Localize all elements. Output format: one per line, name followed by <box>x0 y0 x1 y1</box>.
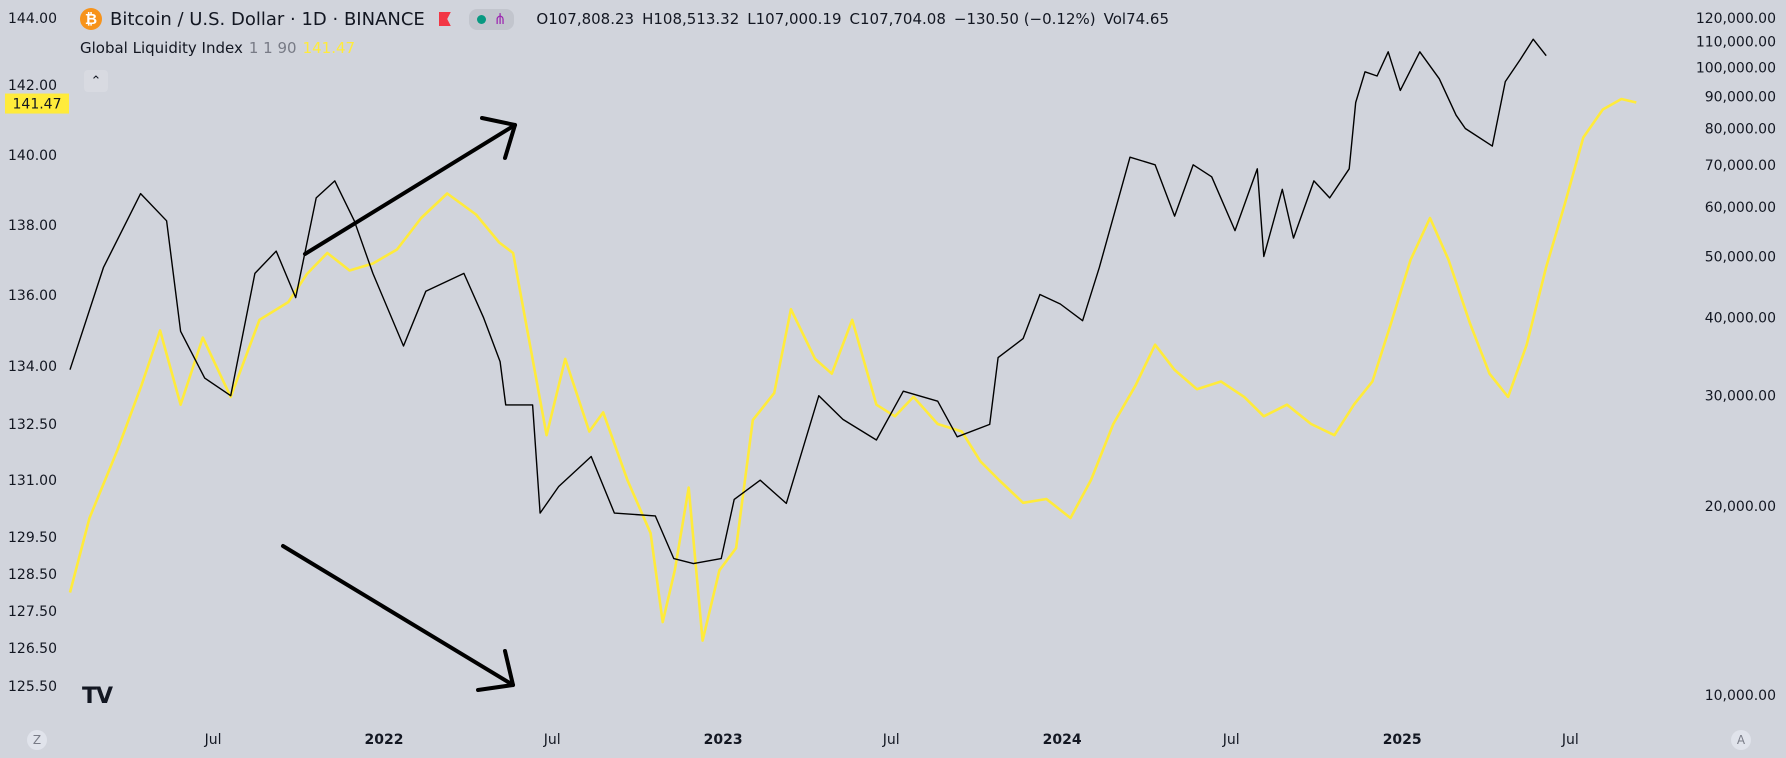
left-axis-tick-label: 142.00 <box>8 78 57 94</box>
high-value: 108,513.32 <box>653 10 740 28</box>
time-axis-tick-label: 2023 <box>704 732 743 748</box>
time-axis-tick-label: 2024 <box>1043 732 1082 748</box>
left-axis-tick-label: 129.50 <box>8 530 57 546</box>
corner-left-label: Z <box>32 733 42 747</box>
left-axis-tick-label: 125.50 <box>8 679 57 695</box>
close-value: 107,704.08 <box>859 10 946 28</box>
low-value: 107,000.19 <box>755 10 842 28</box>
flag-icon[interactable] <box>438 12 451 26</box>
indicator-value: 141.47 <box>302 39 356 57</box>
left-axis-tick-label: 134.00 <box>8 359 57 375</box>
series-layer <box>68 38 1637 642</box>
arrow-up-line[interactable] <box>303 123 517 256</box>
liquidity-line <box>68 97 1637 642</box>
auto-scale-button[interactable]: A <box>1731 730 1751 750</box>
right-axis-tick-label: 70,000.00 <box>1705 158 1776 174</box>
right-axis-tick-label: 120,000.00 <box>1696 11 1776 27</box>
high-label: H <box>642 10 654 28</box>
left-axis-tick-label: 140.00 <box>8 148 57 164</box>
left-axis-tick-label: 131.00 <box>8 473 57 489</box>
open-value: 107,808.23 <box>548 10 635 28</box>
left-axis-tick-label: 126.50 <box>8 641 57 657</box>
time-axis-tick-label: Jul <box>1561 732 1579 748</box>
indicator-legend[interactable]: Global Liquidity Index 1 1 90 141.47 <box>80 38 355 58</box>
volume-value: 74.65 <box>1126 10 1170 28</box>
close-label: C <box>849 10 860 28</box>
collapse-legend-button[interactable]: ⌃ <box>84 70 108 92</box>
time-axis-tick-label: Jul <box>543 732 561 748</box>
right-axis-tick-label: 40,000.00 <box>1705 310 1776 326</box>
indicator-params: 1 1 90 <box>248 39 297 57</box>
indicator-name[interactable]: Global Liquidity Index <box>80 39 243 57</box>
time-axis-tick-label: 2022 <box>365 732 404 748</box>
chevron-up-icon: ⌃ <box>90 73 102 89</box>
right-axis-tick-label: 80,000.00 <box>1705 121 1776 137</box>
right-axis-tick-label: 60,000.00 <box>1705 200 1776 216</box>
left-axis-tick-label: 144.00 <box>8 11 57 27</box>
left-axis-tick-label: 138.00 <box>8 218 57 234</box>
right-axis-tick-label: 10,000.00 <box>1705 688 1776 704</box>
arrow-up-head <box>480 116 517 160</box>
volume-label: Vol <box>1103 10 1127 28</box>
ohlc-values: O107,808.23 H108,513.32 L107,000.19 C107… <box>536 10 1169 28</box>
left-axis-tick-label: 136.00 <box>8 288 57 304</box>
right-axis-tick-label: 20,000.00 <box>1705 499 1776 515</box>
right-axis-tick-label: 50,000.00 <box>1705 250 1776 266</box>
btc-price-line <box>69 38 1547 565</box>
tradingview-logo[interactable]: TV <box>82 684 113 709</box>
right-axis-tick-label: 30,000.00 <box>1705 389 1776 405</box>
change-value: −130.50 (−0.12%) <box>953 10 1096 28</box>
left-axis-tick-label: 127.50 <box>8 604 57 620</box>
arrow-down-head <box>476 649 515 692</box>
share-icon: ⋔ <box>493 9 507 28</box>
current-value-badge-text: 141.47 <box>13 97 62 113</box>
arrow-down-line[interactable] <box>281 544 515 687</box>
symbol-title[interactable]: Bitcoin / U.S. Dollar · 1D · BINANCE <box>110 8 425 30</box>
zoom-reset-button[interactable]: Z <box>27 730 47 750</box>
current-value-badge-bg <box>5 93 69 114</box>
current-value-badge: 141.47 <box>5 93 69 114</box>
time-axis-tick-label: 2025 <box>1383 732 1422 748</box>
drawing-arrows[interactable] <box>281 116 517 692</box>
left-axis-tick-label: 128.50 <box>8 567 57 583</box>
open-label: O <box>536 10 549 28</box>
status-pill[interactable]: ⋔ <box>468 8 515 30</box>
right-axis-tick-label: 110,000.00 <box>1696 35 1776 51</box>
symbol-legend: ₿ Bitcoin / U.S. Dollar · 1D · BINANCE ⋔… <box>80 8 1169 30</box>
right-axis-tick-label: 100,000.00 <box>1696 61 1776 77</box>
time-axis-tick-label: Jul <box>1222 732 1240 748</box>
left-axis-tick-label: 132.50 <box>8 417 57 433</box>
time-axis-tick-label: Jul <box>882 732 900 748</box>
left-price-axis: 125.50 126.50 127.50 128.50 129.50 131.00 132.… <box>8 11 57 695</box>
market-open-dot-icon <box>476 14 486 24</box>
low-label: L <box>747 10 756 28</box>
time-axis-tick-label: Jul <box>204 732 222 748</box>
bitcoin-icon[interactable]: ₿ <box>80 8 102 30</box>
time-axis: Jul 2022 Jul 2023 Jul 2024 Jul 2025 Jul <box>204 732 1579 748</box>
corner-right-label: A <box>1736 733 1746 747</box>
right-price-axis: 10,000.00 20,000.00 30,000.00 40,000.00 50,0… <box>1696 11 1776 704</box>
right-axis-tick-label: 90,000.00 <box>1705 89 1776 105</box>
